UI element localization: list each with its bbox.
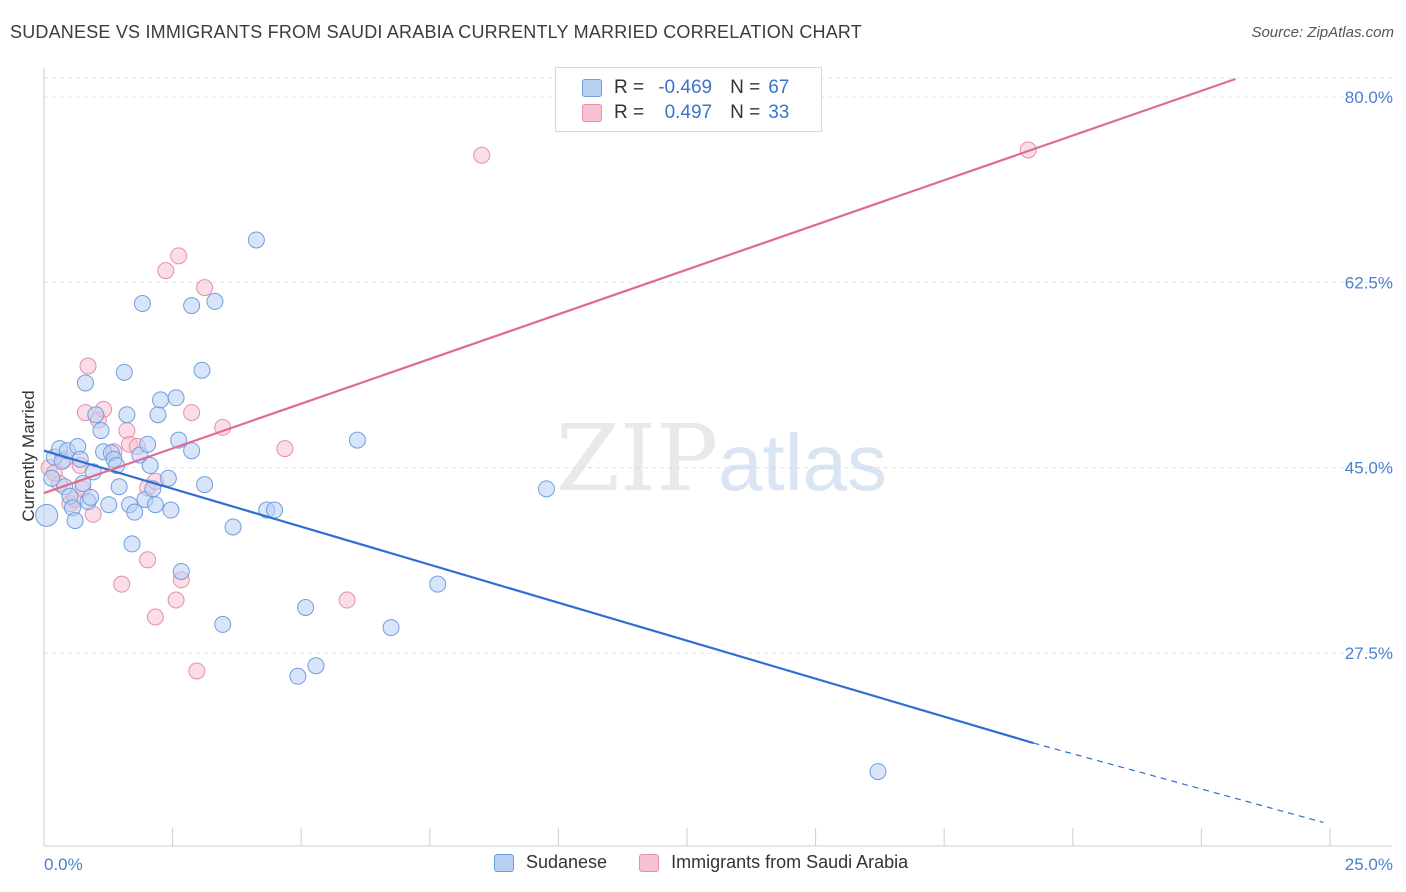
data-point-sudanese [307,657,325,675]
data-point-sudanese [115,363,133,381]
legend-n-label: N = [730,77,761,98]
data-point-saudi [167,591,185,609]
data-point-sudanese [196,476,214,494]
series-legend: Sudanese Immigrants from Saudi Arabia [494,852,940,873]
data-point-sudanese [214,615,232,633]
data-point-saudi [139,551,157,569]
trend-line-sudanese [43,449,1034,745]
data-point-sudanese [126,503,144,521]
series-saudi-points [40,141,1037,680]
data-point-sudanese [348,431,366,449]
data-point-sudanese [537,480,555,498]
data-point-sudanese [43,469,61,487]
watermark-zip: ZIP [556,405,718,512]
data-point-sudanese [76,374,94,392]
y-tick-labels: 27.5% 45.0% 62.5% 80.0% [1345,88,1393,663]
x-tick-label-max: 25.0% [1345,855,1393,874]
data-point-sudanese [100,496,118,514]
data-point-sudanese [172,562,190,580]
legend-n-value: 67 [768,77,790,98]
data-point-sudanese [297,598,315,616]
legend-n-label: N = [730,102,761,123]
legend-r-value: -0.469 [658,77,713,98]
data-point-sudanese [74,475,92,493]
legend-n-value: 33 [768,102,790,123]
data-point-saudi [170,247,188,265]
data-point-sudanese [66,512,84,530]
data-point-sudanese [92,422,110,440]
data-point-sudanese [183,297,201,315]
data-point-sudanese [152,391,170,409]
data-point-sudanese [206,292,224,310]
legend-row-sudanese: R = -0.469 N = 67 [582,76,789,100]
legend-item-saudi[interactable]: Immigrants from Saudi Arabia [639,852,908,873]
legend-r-label: R = [614,77,645,98]
data-point-sudanese [869,763,887,781]
data-point-saudi [276,440,294,458]
data-point-saudi [183,404,201,422]
x-tick-labels: 0.0% 25.0% [44,855,1393,874]
y-tick-label: 45.0% [1345,459,1393,478]
data-point-saudi [473,146,491,164]
data-point-saudi [146,608,164,626]
data-point-sudanese [141,457,159,475]
y-axis-label: Currently Married [19,390,38,521]
data-point-sudanese [110,478,128,496]
data-point-sudanese [82,488,100,506]
correlation-legend: R = -0.469 N = 67 R = 0.497 N = 33 [555,67,822,132]
trend-line-sudanese-extrapolated [1033,742,1324,824]
watermark-atlas: atlas [718,418,887,507]
data-point-sudanese [87,406,105,424]
trend-lines [43,77,1324,824]
data-point-sudanese [382,619,400,637]
data-point-sudanese [224,518,242,536]
data-point-sudanese [183,442,201,460]
data-point-sudanese [289,667,307,685]
legend-label-saudi: Immigrants from Saudi Arabia [671,852,909,872]
watermark: ZIP atlas [556,405,887,512]
data-point-sudanese [149,406,167,424]
chart-title: SUDANESE VS IMMIGRANTS FROM SAUDI ARABIA… [10,22,862,42]
data-point-sudanese [167,389,185,407]
data-point-sudanese [159,469,177,487]
series-sudanese-points [35,231,887,781]
data-point-sudanese [162,501,180,519]
data-point-sudanese [247,231,265,249]
source-label: Source: ZipAtlas.com [1251,24,1394,41]
data-point-saudi [188,662,206,680]
legend-row-saudi: R = 0.497 N = 33 [582,101,789,125]
legend-swatch-pink [582,104,602,122]
data-point-saudi [157,262,175,280]
axes [43,68,1392,847]
y-tick-label: 80.0% [1345,88,1393,107]
legend-r-label: R = [614,102,645,123]
data-point-sudanese [193,361,211,379]
data-point-sudanese [146,496,164,514]
legend-swatch-blue [582,79,602,97]
data-point-saudi [79,357,97,375]
x-tick-label-min: 0.0% [44,855,83,874]
data-point-sudanese [118,406,136,424]
data-point-saudi [113,575,131,593]
legend-swatch-blue [494,853,514,872]
data-point-saudi [196,279,214,297]
data-point-saudi [338,591,356,609]
legend-label-sudanese: Sudanese [526,852,608,872]
data-point-saudi [118,422,136,440]
legend-item-sudanese[interactable]: Sudanese [494,852,607,873]
grid-lines [44,77,1392,654]
data-point-sudanese [139,435,157,453]
y-tick-label: 62.5% [1345,273,1393,292]
data-point-sudanese [266,501,284,519]
legend-r-value: 0.497 [664,102,713,123]
trend-line-saudi [43,77,1236,495]
data-point-sudanese [35,503,59,527]
data-point-sudanese [84,463,102,481]
data-point-sudanese [133,295,151,313]
data-point-sudanese [123,535,141,553]
data-point-sudanese [429,575,447,593]
y-tick-label: 27.5% [1345,644,1393,663]
legend-swatch-pink [639,853,660,872]
